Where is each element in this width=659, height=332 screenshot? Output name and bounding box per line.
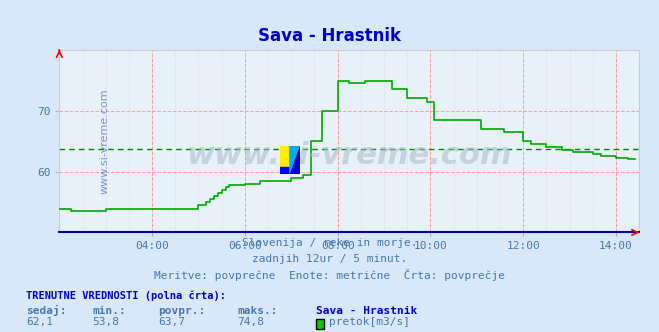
Text: 62,1: 62,1 <box>26 317 53 327</box>
Text: 63,7: 63,7 <box>158 317 185 327</box>
Bar <box>280 146 290 167</box>
Bar <box>280 167 290 174</box>
Text: 53,8: 53,8 <box>92 317 119 327</box>
Polygon shape <box>290 146 300 174</box>
Text: maks.:: maks.: <box>237 306 277 316</box>
Polygon shape <box>290 146 300 174</box>
Text: povpr.:: povpr.: <box>158 306 206 316</box>
Text: Slovenija / reke in morje.: Slovenija / reke in morje. <box>242 238 417 248</box>
Text: sedaj:: sedaj: <box>26 305 67 316</box>
Text: www.si-vreme.com: www.si-vreme.com <box>100 88 110 194</box>
Text: Meritve: povprečne  Enote: metrične  Črta: povprečje: Meritve: povprečne Enote: metrične Črta:… <box>154 269 505 281</box>
Text: Sava - Hrastnik: Sava - Hrastnik <box>316 306 418 316</box>
Text: 74,8: 74,8 <box>237 317 264 327</box>
Text: TRENUTNE VREDNOSTI (polna črta):: TRENUTNE VREDNOSTI (polna črta): <box>26 290 226 301</box>
Text: Sava - Hrastnik: Sava - Hrastnik <box>258 27 401 44</box>
Text: pretok[m3/s]: pretok[m3/s] <box>330 317 411 327</box>
Text: min.:: min.: <box>92 306 126 316</box>
Text: zadnjih 12ur / 5 minut.: zadnjih 12ur / 5 minut. <box>252 254 407 264</box>
Text: www.si-vreme.com: www.si-vreme.com <box>186 141 512 170</box>
